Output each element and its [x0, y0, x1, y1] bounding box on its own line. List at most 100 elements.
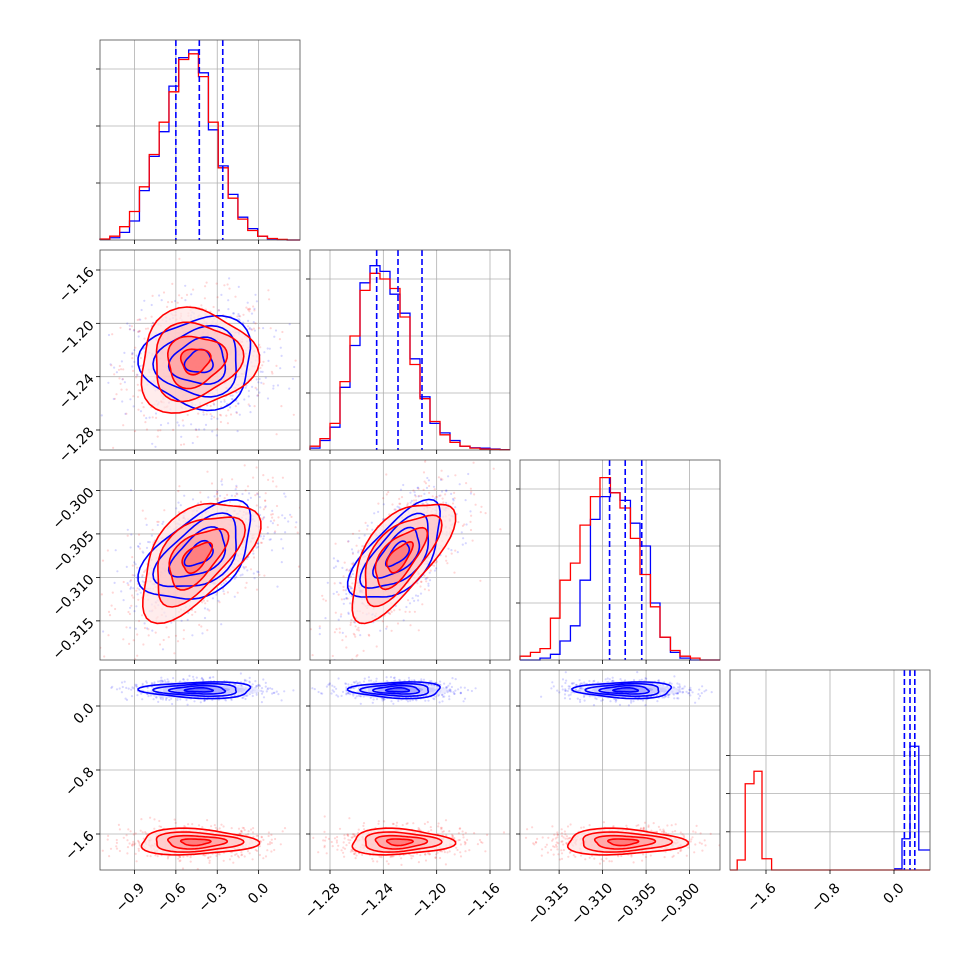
red-scatter-point [234, 295, 237, 298]
red-scatter-point [118, 377, 121, 380]
blue-scatter-point [137, 545, 140, 548]
red-scatter-point [106, 549, 109, 552]
red-scatter-point [321, 594, 324, 597]
red-scatter-point [254, 386, 257, 389]
red-scatter-point [260, 835, 263, 839]
red-scatter-point [113, 373, 116, 376]
red-scatter-point [126, 534, 129, 537]
red-scatter-point [463, 523, 466, 526]
red-scatter-point [150, 315, 153, 318]
blue-scatter-point [203, 428, 206, 431]
red-scatter-point [130, 843, 134, 847]
blue-scatter-point [413, 491, 416, 494]
blue-scatter-point [131, 352, 134, 355]
red-scatter-point [390, 610, 393, 614]
red-scatter-point [112, 446, 115, 449]
red-scatter-point [137, 389, 140, 392]
red-scatter-point [191, 613, 194, 616]
blue-scatter-point [272, 387, 275, 390]
blue-scatter-point [237, 318, 240, 321]
blue-scatter-point [382, 518, 385, 521]
red-scatter-point [210, 825, 213, 828]
blue-scatter-point [243, 679, 246, 682]
blue-scatter-point [222, 590, 225, 593]
red-scatter-point [423, 480, 426, 483]
blue-scatter-point [270, 549, 274, 552]
blue-contour [152, 512, 237, 588]
red-scatter-point [247, 308, 250, 311]
red-scatter-point [139, 829, 142, 832]
blue-scatter-point [267, 359, 270, 362]
blue-scatter-point [245, 679, 248, 682]
red-scatter-point [235, 411, 238, 415]
red-scatter-point [425, 580, 428, 583]
red-scatter-point [200, 304, 203, 307]
red-scatter-point [159, 429, 162, 432]
red-scatter-point [408, 610, 411, 614]
red-scatter-point [335, 628, 338, 631]
blue-scatter-point [150, 681, 153, 685]
red-scatter-point [245, 306, 248, 309]
red-scatter-point [129, 579, 133, 582]
blue-scatter-point [243, 398, 246, 401]
blue-scatter-point [247, 319, 250, 322]
red-scatter-point [223, 592, 226, 596]
red-scatter-point [131, 844, 134, 847]
red-scatter-point [255, 588, 259, 591]
red-scatter-point [115, 847, 119, 850]
red-scatter-point [122, 836, 125, 839]
red-scatter-point [423, 588, 426, 591]
red-contour [140, 306, 261, 414]
blue-scatter-point [150, 534, 153, 537]
blue-scatter-point [263, 516, 266, 519]
blue-scatter-point [235, 391, 238, 394]
blue-scatter-point [261, 370, 264, 373]
blue-scatter-point [427, 582, 430, 585]
joint-panel [99, 459, 301, 661]
red-scatter-point [424, 482, 428, 485]
red-scatter-point [180, 443, 183, 446]
blue-scatter-point [133, 349, 136, 352]
blue-scatter-point [233, 595, 236, 598]
blue-scatter-point [183, 494, 186, 497]
blue-scatter-point [135, 605, 138, 608]
blue-scatter-point [451, 497, 455, 501]
blue-scatter-point [461, 543, 464, 546]
blue-scatter-point [460, 531, 463, 534]
blue-scatter-point [217, 599, 220, 602]
blue-scatter-point [266, 532, 269, 535]
blue-scatter-point [148, 541, 151, 544]
red-scatter-point [348, 585, 351, 588]
red-scatter-point [202, 854, 205, 857]
blue-scatter-point [220, 480, 223, 483]
red-scatter-point [241, 826, 244, 829]
red-scatter-point [414, 495, 417, 498]
blue-scatter-point [224, 699, 227, 702]
blue-scatter-point [231, 398, 234, 401]
blue-scatter-point [148, 416, 151, 419]
blue-scatter-point [129, 546, 132, 549]
red-scatter-point [255, 504, 258, 507]
blue-scatter-point [168, 698, 171, 702]
red-scatter-point [231, 478, 234, 481]
blue-scatter-point [345, 592, 348, 596]
red-scatter-point [273, 519, 276, 522]
red-scatter-point [420, 580, 423, 584]
red-scatter-point [350, 618, 353, 622]
red-scatter-point [136, 330, 140, 333]
red-scatter-point [191, 823, 194, 826]
red-scatter-point [115, 838, 118, 842]
blue-scatter-point [202, 413, 205, 416]
red-scatter-point [152, 541, 155, 544]
red-scatter-point [137, 533, 141, 536]
blue-scatter-point [445, 501, 448, 504]
blue-scatter-point [120, 691, 123, 694]
blue-scatter-point [337, 618, 340, 621]
blue-scatter-point [145, 417, 148, 420]
red-scatter-point [460, 456, 462, 458]
red-scatter-point [340, 598, 343, 601]
blue-scatter-point [359, 634, 362, 637]
red-scatter-point [172, 428, 175, 431]
blue-scatter-point [254, 293, 257, 296]
blue-scatter-point [129, 586, 133, 589]
